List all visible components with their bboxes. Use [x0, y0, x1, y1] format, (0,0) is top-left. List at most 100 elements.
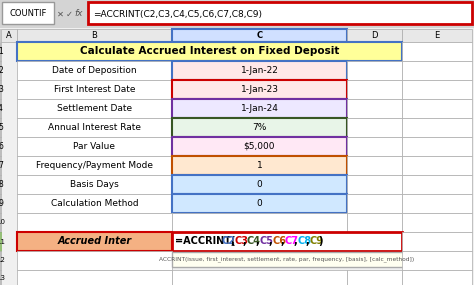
- Text: Settlement Date: Settlement Date: [57, 104, 132, 113]
- Bar: [17, 156, 172, 175]
- Bar: [17, 270, 172, 285]
- Text: 1: 1: [256, 161, 263, 170]
- Bar: [347, 213, 402, 232]
- Bar: [402, 156, 472, 175]
- Bar: [347, 61, 402, 80]
- Text: Calculate Accrued Interest on Fixed Deposit: Calculate Accrued Interest on Fixed Depo…: [80, 46, 339, 56]
- Bar: [402, 270, 472, 285]
- Bar: [0, 0, 474, 28]
- Text: ,: ,: [268, 237, 272, 247]
- Bar: [402, 29, 472, 42]
- Bar: [402, 42, 472, 61]
- Text: 5: 5: [0, 123, 3, 132]
- Text: First Interest Date: First Interest Date: [54, 85, 135, 94]
- Bar: [17, 175, 172, 194]
- Text: ,: ,: [306, 237, 310, 247]
- Text: Calculation Method: Calculation Method: [51, 199, 138, 208]
- Bar: [402, 80, 472, 99]
- Text: $5,000: $5,000: [244, 142, 275, 151]
- Bar: [172, 194, 347, 213]
- Text: C8: C8: [297, 237, 311, 247]
- Text: 0: 0: [256, 199, 263, 208]
- Text: fx: fx: [75, 9, 83, 19]
- Text: 1-Jan-22: 1-Jan-22: [241, 66, 278, 75]
- Bar: [0, 29, 1, 42]
- Text: 9: 9: [0, 199, 3, 208]
- Bar: [0, 156, 1, 175]
- Bar: [0, 137, 1, 156]
- Text: 10: 10: [0, 219, 5, 225]
- Bar: [0, 270, 1, 285]
- Bar: [347, 156, 402, 175]
- Text: =ACCRINT(C2,C3,C4,C5,C6,C7,C8,C9): =ACCRINT(C2,C3,C4,C5,C6,C7,C8,C9): [93, 9, 262, 19]
- Bar: [402, 251, 472, 270]
- Text: A: A: [6, 31, 12, 40]
- Bar: [172, 213, 347, 232]
- Bar: [0, 213, 1, 232]
- Bar: [17, 80, 172, 99]
- Bar: [88, 2, 472, 24]
- Text: C6: C6: [272, 237, 286, 247]
- Bar: [0, 194, 1, 213]
- Bar: [17, 61, 172, 80]
- Text: ): ): [319, 237, 323, 247]
- Text: 4: 4: [0, 104, 3, 113]
- Bar: [172, 61, 347, 80]
- Text: 1-Jan-23: 1-Jan-23: [240, 85, 279, 94]
- Bar: [172, 137, 347, 156]
- Bar: [172, 270, 347, 285]
- Text: 11: 11: [0, 239, 5, 245]
- Bar: [402, 194, 472, 213]
- Text: ,: ,: [255, 237, 259, 247]
- Text: C7: C7: [285, 237, 299, 247]
- Bar: [0, 80, 1, 99]
- Text: 1: 1: [0, 47, 3, 56]
- Text: 7%: 7%: [252, 123, 267, 132]
- Bar: [347, 175, 402, 194]
- Text: ,: ,: [281, 237, 284, 247]
- Text: 6: 6: [0, 142, 3, 151]
- Text: C: C: [256, 31, 263, 40]
- Bar: [0, 61, 1, 80]
- Text: Accrued Inter: Accrued Inter: [57, 237, 132, 247]
- Text: 7: 7: [0, 161, 3, 170]
- Text: 0: 0: [256, 180, 263, 189]
- Bar: [172, 99, 347, 118]
- Text: E: E: [434, 31, 439, 40]
- Bar: [347, 80, 402, 99]
- Bar: [17, 194, 172, 213]
- Text: B: B: [91, 31, 98, 40]
- Bar: [0, 175, 1, 194]
- Text: Date of Deposition: Date of Deposition: [52, 66, 137, 75]
- Bar: [17, 29, 172, 42]
- Text: ✕: ✕: [56, 9, 64, 19]
- Text: C9: C9: [310, 237, 324, 247]
- Text: 8: 8: [0, 180, 3, 189]
- Bar: [1, 29, 17, 42]
- Bar: [0, 42, 1, 61]
- Text: Par Value: Par Value: [73, 142, 116, 151]
- Bar: [0, 118, 1, 137]
- Bar: [0, 251, 1, 270]
- Bar: [347, 194, 402, 213]
- Bar: [402, 232, 472, 251]
- Bar: [172, 175, 347, 194]
- Bar: [172, 252, 404, 267]
- Bar: [402, 99, 472, 118]
- Text: ACCRINT(issue, first_interest, settlement, rate, par, frequency, [basis], [calc_: ACCRINT(issue, first_interest, settlemen…: [159, 257, 415, 262]
- Bar: [402, 175, 472, 194]
- Bar: [347, 99, 402, 118]
- Text: =ACCRINT(: =ACCRINT(: [175, 237, 236, 247]
- Bar: [17, 99, 172, 118]
- Text: ,: ,: [293, 237, 297, 247]
- Bar: [402, 118, 472, 137]
- Text: Annual Interest Rate: Annual Interest Rate: [48, 123, 141, 132]
- Text: C3: C3: [235, 237, 248, 247]
- Bar: [2, 2, 54, 24]
- Bar: [402, 137, 472, 156]
- Text: C2: C2: [222, 237, 236, 247]
- Bar: [347, 118, 402, 137]
- Text: C4: C4: [247, 237, 261, 247]
- Text: Frequency/Payment Mode: Frequency/Payment Mode: [36, 161, 153, 170]
- Text: 13: 13: [0, 274, 5, 280]
